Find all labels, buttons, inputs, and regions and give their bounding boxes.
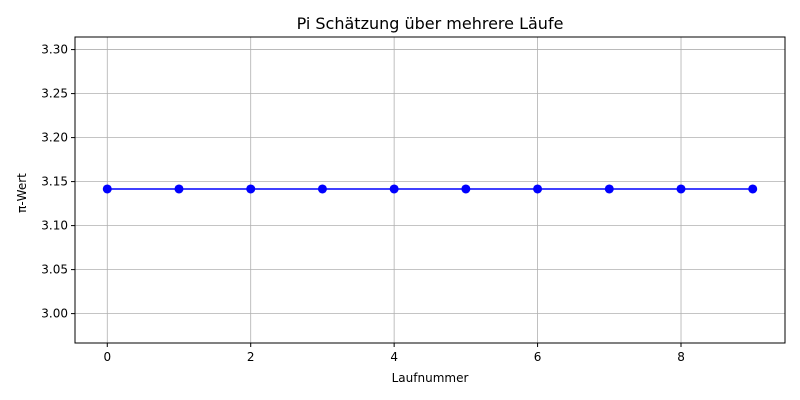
data-point: [604, 184, 614, 194]
data-point: [461, 184, 471, 194]
y-tick-label: 3.30: [41, 43, 68, 57]
x-axis-ticks: 0 2 4 6 8: [103, 343, 685, 364]
data-point: [102, 184, 112, 194]
data-point: [676, 184, 686, 194]
y-tick-label: 3.20: [41, 131, 68, 145]
y-tick-label: 3.05: [41, 263, 68, 277]
data-point: [533, 184, 543, 194]
x-tick-label: 2: [247, 350, 255, 364]
data-point: [174, 184, 184, 194]
data-point: [389, 184, 399, 194]
data-point: [246, 184, 256, 194]
y-tick-label: 3.00: [41, 307, 68, 321]
x-tick-label: 6: [534, 350, 542, 364]
x-axis-label: Laufnummer: [392, 371, 469, 385]
x-tick-label: 0: [103, 350, 111, 364]
series-layer: [102, 184, 758, 194]
x-tick-label: 4: [390, 350, 398, 364]
plot-frame: [74, 36, 786, 344]
y-tick-label: 3.15: [41, 175, 68, 189]
y-axis-ticks: 3.00 3.05 3.10 3.15 3.20 3.25 3.30: [41, 43, 75, 321]
y-tick-label: 3.25: [41, 87, 68, 101]
x-tick-label: 8: [677, 350, 685, 364]
y-tick-label: 3.10: [41, 219, 68, 233]
data-point: [748, 184, 758, 194]
chart-title: Pi Schätzung über mehrere Läufe: [297, 14, 564, 33]
y-axis-label: π-Wert: [15, 173, 29, 213]
data-point: [317, 184, 327, 194]
